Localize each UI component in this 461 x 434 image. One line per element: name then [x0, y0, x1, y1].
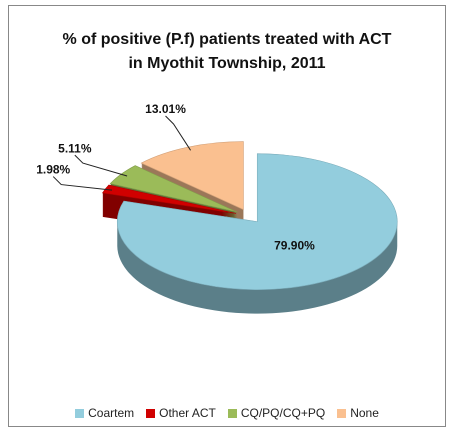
slice	[140, 141, 244, 211]
data-label: 13.01%	[145, 102, 186, 116]
legend-swatch	[337, 408, 347, 418]
legend-swatch	[75, 408, 85, 418]
legend-label: CQ/PQ/CQ+PQ	[240, 406, 326, 420]
leader-line	[74, 154, 128, 177]
chart-frame: % of positive (P.f) patients treated wit…	[8, 5, 446, 427]
slice	[117, 153, 398, 290]
legend: Coartem Other ACT CQ/PQ/CQ+PQ None	[9, 406, 445, 420]
legend-item: CQ/PQ/CQ+PQ	[227, 406, 326, 420]
legend-label: None	[350, 406, 379, 420]
legend-item: Coartem	[75, 406, 134, 420]
legend-item: Other ACT	[146, 406, 216, 420]
pie-area: 79.90% 1.98% 5.11% 13.01%	[36, 102, 398, 314]
legend-swatch	[227, 408, 237, 418]
leader-line	[52, 176, 113, 191]
data-label: 79.90%	[274, 239, 315, 253]
legend-item: None	[337, 406, 379, 420]
legend-label: Other ACT	[159, 406, 216, 420]
chart-title: % of positive (P.f) patients treated wit…	[62, 31, 392, 72]
slice	[102, 184, 237, 214]
legend-label: Coartem	[88, 406, 135, 420]
data-label: 1.98%	[36, 163, 70, 177]
legend-swatch	[146, 408, 156, 418]
data-label: 5.11%	[58, 141, 92, 155]
leader-line	[165, 115, 191, 151]
